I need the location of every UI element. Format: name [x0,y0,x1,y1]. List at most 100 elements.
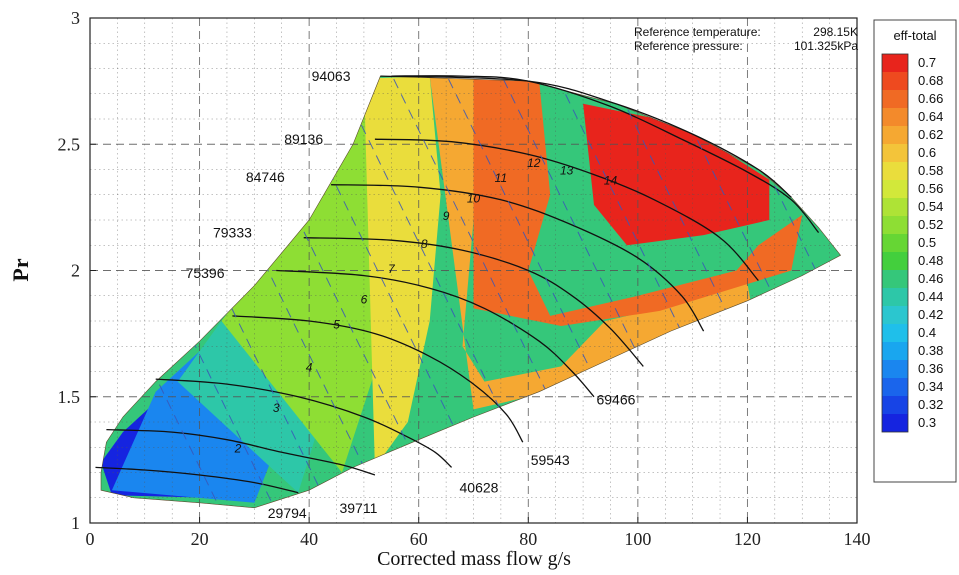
colorbar-swatch [882,72,908,90]
efficiency-line-label: 12 [527,156,541,170]
colorbar-swatch [882,108,908,126]
colorbar-swatch [882,270,908,288]
x-tick-label: 60 [410,529,428,549]
colorbar-swatch [882,90,908,108]
speed-labels: 29794 39711406285954369466753967933384746… [186,68,636,521]
speed-line [155,378,453,468]
colorbar-title: eff-total [893,28,936,43]
reference-pressure-label: Reference pressure: [634,39,743,53]
speed-label: 59543 [531,452,570,468]
reference-temperature-value: 298.15K [813,25,858,39]
colorbar-level-label: 0.66 [918,91,943,106]
speed-line [391,75,820,234]
efficiency-contour-regions [101,76,841,508]
y-tick-label: 2 [71,261,80,281]
colorbar-level-label: 0.32 [918,397,943,412]
speed-label: 94063 [312,68,351,84]
efficiency-line-label: 13 [560,164,574,178]
colorbar-level-label: 0.4 [918,325,936,340]
efficiency-line-label: 2 [234,441,242,455]
x-tick-label: 120 [734,529,761,549]
colorbar-level-label: 0.34 [918,379,943,394]
speed-line [331,184,705,332]
colorbar-swatch [882,288,908,306]
efficiency-line-label: 4 [306,361,313,375]
efficiency-region [473,78,803,326]
colorbar-swatch [882,378,908,396]
reference-pressure-value: 101.325kPa [794,39,858,53]
colorbar-swatch [882,342,908,360]
x-tick-label: 20 [191,529,209,549]
colorbar-level-label: 0.68 [918,73,943,88]
efficiency-line-label: 3 [273,401,280,415]
efficiency-line-label: 11 [495,171,507,185]
colorbar-level-label: 0.52 [918,217,943,232]
colorbar-swatch [882,306,908,324]
y-tick-label: 1 [71,513,80,533]
choke-boundary-line [380,75,792,198]
x-tick-label: 0 [86,529,95,549]
colorbar-swatch [882,162,908,180]
colorbar-level-label: 0.56 [918,181,943,196]
x-axis-label: Corrected mass flow g/s [377,548,571,570]
colorbar-legend: eff-total 0.7 0.68 0.66 0.64 0.62 0.6 0.58 0.56… [873,19,957,483]
speed-line [374,138,759,282]
y-tick-label: 2.5 [58,134,81,154]
colorbar-level-label: 0.7 [918,55,936,70]
y-tick-label: 3 [71,8,80,28]
colorbar-swatch [882,396,908,414]
colorbar-level-label: 0.36 [918,361,943,376]
speed-label: 75396 [186,265,225,281]
efficiency-region [363,76,441,468]
colorbar-swatch [882,126,908,144]
colorbar-swatch [882,144,908,162]
colorbar-level-label: 0.62 [918,127,943,142]
efficiency-line-label: 6 [361,292,368,306]
x-tick-label: 40 [300,529,318,549]
colorbar-level-label: 0.42 [918,307,943,322]
efficiency-line-label: 5 [333,318,340,332]
y-axis-label: Pr [8,258,33,281]
colorbar-level-label: 0.54 [918,199,943,214]
speed-label: 40628 [460,480,499,496]
efficiency-line-labels: 2 3 4 5 6 7 8 9 10 11 12 13 14 [234,156,618,455]
colorbar-level-label: 0.3 [918,415,936,430]
operating-domain-outline [100,75,842,509]
speed-line [232,315,524,443]
x-tick-label: 80 [519,529,537,549]
reference-temperature-label: Reference temperature: [634,25,761,39]
colorbar-level-label: 0.38 [918,343,943,358]
colorbar-level-label: 0.46 [918,271,943,286]
colorbar-border [881,53,909,433]
speed-line [106,428,376,476]
colorbar-swatch [882,360,908,378]
colorbar-swatch [882,54,908,72]
colorbar-swatch [882,216,908,234]
x-tick-label: 140 [844,529,871,549]
efficiency-line-label: 7 [388,262,396,276]
speed-label: 79333 [213,225,252,241]
speed-lines [95,75,820,494]
colorbar-level-label: 0.48 [918,253,943,268]
colorbar-swatch [882,252,908,270]
x-axis-ticks: 0 20 40 60 80 100 120 140 [86,517,871,549]
speed-line [95,466,299,494]
colorbar-level-label: 0.64 [918,109,943,124]
speed-label: 89136 [284,131,323,147]
efficiency-line-label: 8 [421,237,428,251]
y-axis-ticks: 1 1.5 2 2.5 3 [58,8,96,533]
colorbar-level-label: 0.44 [918,289,943,304]
efficiency-region [221,78,397,473]
reference-conditions: Reference temperature: 298.15K Reference… [634,25,858,53]
colorbar-swatch [882,414,908,432]
colorbar-swatches: 0.7 0.68 0.66 0.64 0.62 0.6 0.58 0.56 0.54 0.52 0.… [881,53,943,433]
colorbar-level-label: 0.6 [918,145,936,160]
colorbar-level-label: 0.5 [918,235,936,250]
y-tick-label: 1.5 [58,387,81,407]
efficiency-line-label: 14 [604,174,618,188]
efficiency-line-label: 9 [443,209,450,223]
speed-label: 29794 [268,505,307,521]
colorbar-level-label: 0.58 [918,163,943,178]
speed-line [276,269,595,398]
